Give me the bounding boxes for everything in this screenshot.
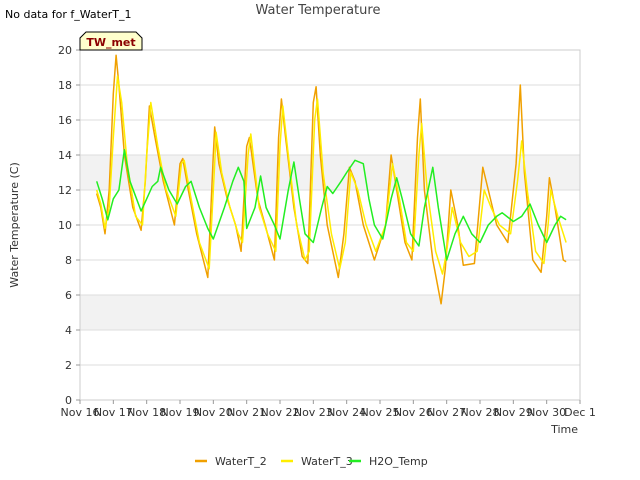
y-tick-label: 0 bbox=[65, 394, 72, 407]
series-line-watert_2 bbox=[95, 54, 567, 305]
x-tick-label: Nov 22 bbox=[261, 406, 300, 419]
x-tick-label: Dec 1 bbox=[564, 406, 596, 419]
y-tick-label: 10 bbox=[58, 219, 72, 232]
x-tick-label: Nov 20 bbox=[194, 406, 233, 419]
x-tick-label: Nov 26 bbox=[394, 406, 433, 419]
y-tick-label: 16 bbox=[58, 114, 72, 127]
series-lines bbox=[95, 54, 567, 305]
x-tick-label: Nov 17 bbox=[94, 406, 133, 419]
x-axis-label: Time bbox=[550, 423, 578, 436]
y-axis-ticks: 0 2 4 6 8 10 12 14 16 18 20 bbox=[58, 44, 80, 407]
legend-label-watert_3: WaterT_3 bbox=[301, 455, 353, 468]
badge-shape bbox=[79, 31, 143, 51]
y-tick-label: 6 bbox=[65, 289, 72, 302]
x-tick-label: Nov 18 bbox=[127, 406, 166, 419]
x-tick-label: Nov 23 bbox=[294, 406, 333, 419]
y-tick-label: 14 bbox=[58, 149, 72, 162]
background-bands bbox=[80, 155, 580, 330]
y-tick-label: 4 bbox=[65, 324, 72, 337]
series-line-watert_3 bbox=[95, 75, 567, 275]
chart-title: Water Temperature bbox=[256, 3, 381, 18]
x-tick-label: Nov 28 bbox=[461, 406, 500, 419]
y-tick-label: 12 bbox=[58, 184, 72, 197]
y-axis-label: Water Temperature (C) bbox=[8, 162, 21, 287]
grid-band bbox=[80, 295, 580, 330]
y-tick-label: 8 bbox=[65, 254, 72, 267]
x-tick-label: Nov 21 bbox=[227, 406, 266, 419]
x-tick-label: Nov 25 bbox=[361, 406, 400, 419]
y-tick-label: 20 bbox=[58, 44, 72, 57]
legend-label-h2o_temp: H2O_Temp bbox=[369, 455, 428, 468]
y-tick-label: 18 bbox=[58, 79, 72, 92]
x-tick-label: Nov 24 bbox=[327, 406, 366, 419]
x-tick-label: Nov 30 bbox=[527, 406, 566, 419]
x-tick-label: Nov 27 bbox=[427, 406, 466, 419]
x-tick-label: Nov 19 bbox=[161, 406, 200, 419]
y-tick-label: 2 bbox=[65, 359, 72, 372]
legend-label-watert_2: WaterT_2 bbox=[215, 455, 267, 468]
x-tick-label: Nov 29 bbox=[494, 406, 533, 419]
series-line-h2o_temp bbox=[95, 148, 567, 261]
no-data-note: No data for f_WaterT_1 bbox=[5, 8, 131, 21]
badge-label: TW_met bbox=[86, 36, 135, 49]
legend: WaterT_2 WaterT_3 H2O_Temp bbox=[195, 455, 428, 468]
site-badge: TW_met bbox=[79, 31, 143, 51]
x-tick-label: Nov 16 bbox=[61, 406, 100, 419]
